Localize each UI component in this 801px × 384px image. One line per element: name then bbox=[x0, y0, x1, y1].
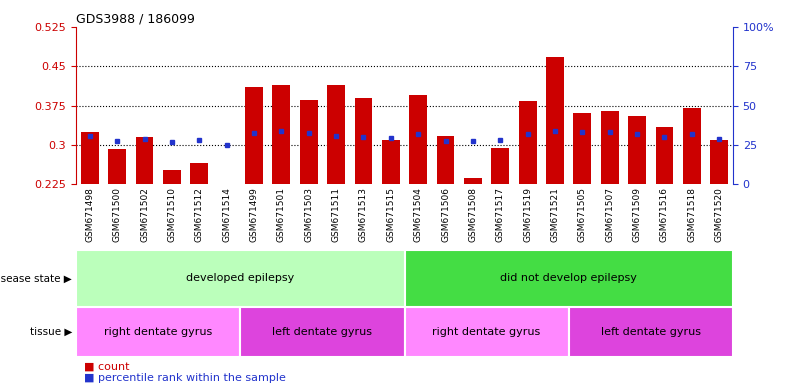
Text: disease state ▶: disease state ▶ bbox=[0, 273, 72, 283]
Text: GSM671520: GSM671520 bbox=[714, 187, 724, 242]
Text: GSM671503: GSM671503 bbox=[304, 187, 313, 242]
Bar bbox=[245, 87, 263, 184]
Bar bbox=[409, 95, 427, 184]
Bar bbox=[327, 84, 345, 184]
Text: GSM671502: GSM671502 bbox=[140, 187, 149, 242]
Text: did not develop epilepsy: did not develop epilepsy bbox=[501, 273, 637, 283]
Bar bbox=[300, 100, 318, 184]
Text: ■ percentile rank within the sample: ■ percentile rank within the sample bbox=[84, 373, 286, 383]
Text: GSM671510: GSM671510 bbox=[167, 187, 176, 242]
Text: GSM671513: GSM671513 bbox=[359, 187, 368, 242]
Text: GSM671518: GSM671518 bbox=[687, 187, 696, 242]
Text: left dentate gyrus: left dentate gyrus bbox=[272, 327, 372, 337]
Bar bbox=[135, 137, 154, 184]
Text: GSM671508: GSM671508 bbox=[469, 187, 477, 242]
Text: GSM671500: GSM671500 bbox=[113, 187, 122, 242]
Text: GSM671517: GSM671517 bbox=[496, 187, 505, 242]
Bar bbox=[464, 178, 482, 184]
Bar bbox=[218, 184, 235, 186]
Text: GDS3988 / 186099: GDS3988 / 186099 bbox=[76, 13, 195, 26]
Bar bbox=[76, 307, 240, 357]
Text: GSM671507: GSM671507 bbox=[606, 187, 614, 242]
Bar bbox=[683, 108, 701, 184]
Text: left dentate gyrus: left dentate gyrus bbox=[601, 327, 701, 337]
Bar bbox=[382, 140, 400, 184]
Text: GSM671521: GSM671521 bbox=[550, 187, 560, 242]
Text: tissue ▶: tissue ▶ bbox=[30, 327, 72, 337]
Bar bbox=[108, 149, 126, 184]
Text: right dentate gyrus: right dentate gyrus bbox=[104, 327, 212, 337]
Bar bbox=[437, 136, 454, 184]
Bar bbox=[76, 250, 405, 307]
Bar bbox=[163, 170, 181, 184]
Bar bbox=[355, 98, 372, 184]
Bar bbox=[81, 132, 99, 184]
Text: right dentate gyrus: right dentate gyrus bbox=[433, 327, 541, 337]
Text: GSM671509: GSM671509 bbox=[633, 187, 642, 242]
Bar bbox=[519, 101, 537, 184]
Bar bbox=[569, 307, 733, 357]
Text: developed epilepsy: developed epilepsy bbox=[186, 273, 295, 283]
Text: GSM671499: GSM671499 bbox=[249, 187, 259, 242]
Bar bbox=[601, 111, 618, 184]
Text: ■ count: ■ count bbox=[84, 362, 130, 372]
Bar bbox=[405, 250, 733, 307]
Text: GSM671505: GSM671505 bbox=[578, 187, 587, 242]
Text: GSM671514: GSM671514 bbox=[222, 187, 231, 242]
Text: GSM671516: GSM671516 bbox=[660, 187, 669, 242]
Text: GSM671504: GSM671504 bbox=[413, 187, 423, 242]
Bar bbox=[272, 84, 290, 184]
Bar bbox=[405, 307, 569, 357]
Bar bbox=[710, 140, 728, 184]
Bar bbox=[546, 57, 564, 184]
Text: GSM671519: GSM671519 bbox=[523, 187, 532, 242]
Text: GSM671498: GSM671498 bbox=[85, 187, 95, 242]
Bar bbox=[240, 307, 405, 357]
Bar bbox=[655, 127, 674, 184]
Bar bbox=[574, 114, 591, 184]
Text: GSM671501: GSM671501 bbox=[277, 187, 286, 242]
Bar bbox=[628, 116, 646, 184]
Text: GSM671515: GSM671515 bbox=[386, 187, 396, 242]
Text: GSM671506: GSM671506 bbox=[441, 187, 450, 242]
Bar bbox=[191, 163, 208, 184]
Text: GSM671512: GSM671512 bbox=[195, 187, 203, 242]
Bar bbox=[491, 147, 509, 184]
Text: GSM671511: GSM671511 bbox=[332, 187, 340, 242]
